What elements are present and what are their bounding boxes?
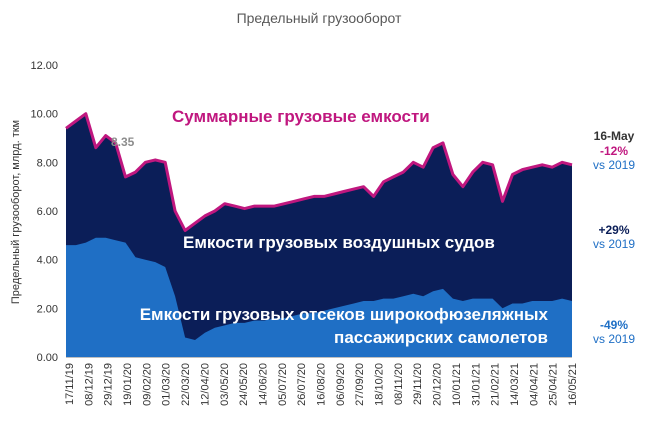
label-total: Суммарные грузовые емкости: [172, 107, 430, 126]
peak-annotation: 8.35: [111, 135, 135, 149]
x-tick-label: 31/01/21: [470, 363, 482, 406]
x-tick-label: 20/12/20: [432, 363, 444, 406]
x-tick-label: 05/07/20: [277, 363, 289, 406]
x-tick-label: 10/01/21: [451, 363, 463, 406]
y-tick-label: 0.00: [37, 352, 58, 364]
x-tick-label: 03/05/20: [219, 363, 231, 406]
x-tick-label: 29/11/20: [412, 363, 424, 405]
note-freighters-change: +29%: [598, 223, 629, 237]
note-belly-change: -49%: [600, 318, 628, 332]
x-tick-label: 14/03/21: [509, 363, 521, 406]
x-tick-label: 16/08/20: [316, 363, 328, 406]
x-tick-label: 16/05/21: [567, 363, 579, 406]
label-belly-line1: Емкости грузовых отсеков широкофюзеляжны…: [140, 305, 549, 324]
chart-title: Предельный грузооборот: [237, 10, 402, 26]
note-total-vs: vs 2019: [593, 158, 635, 172]
x-tick-label: 21/02/21: [490, 363, 502, 406]
x-tick-label: 25/04/21: [548, 363, 560, 406]
label-belly-line2: пассажирских самолетов: [334, 328, 548, 347]
y-tick-label: 6.00: [37, 206, 58, 218]
y-axis-label: Предельный грузооборот, млрд. ткм: [10, 120, 22, 304]
x-tick-label: 08/11/20: [393, 363, 405, 405]
y-tick-label: 12.00: [30, 60, 58, 72]
x-tick-label: 27/09/20: [354, 363, 366, 406]
right-notes: 16-May -12% vs 2019 +29% vs 2019 -49% vs…: [593, 129, 635, 346]
y-axis: 0.00 2.00 4.00 6.00 8.00 10.00 12.00: [30, 60, 58, 364]
x-tick-label: 18/10/20: [374, 363, 386, 406]
x-tick-label: 17/11/19: [64, 363, 76, 405]
x-tick-label: 08/12/19: [83, 363, 95, 406]
line-total: [65, 112, 573, 232]
x-tick-label: 01/03/20: [161, 363, 173, 406]
area-belly: [66, 237, 572, 357]
x-tick-label: 26/07/20: [296, 363, 308, 406]
note-total-change: -12%: [600, 144, 628, 158]
x-tick-label: 14/06/20: [258, 363, 270, 406]
y-tick-label: 2.00: [37, 303, 58, 315]
x-tick-label: 12/04/20: [199, 363, 211, 406]
x-tick-label: 06/09/20: [335, 363, 347, 406]
x-tick-label: 22/03/20: [180, 363, 192, 406]
y-tick-label: 8.00: [37, 157, 58, 169]
x-axis: 17/11/19 08/12/19 29/12/19 19/01/20 09/02/20…: [64, 357, 579, 406]
note-date: 16-May: [594, 129, 635, 143]
y-tick-label: 4.00: [37, 255, 58, 267]
plot-area: [65, 112, 573, 357]
note-belly-vs: vs 2019: [593, 332, 635, 346]
x-tick-label: 04/04/21: [528, 363, 540, 406]
x-tick-label: 19/01/20: [122, 363, 134, 406]
x-tick-label: 09/02/20: [141, 363, 153, 406]
note-freighters-vs: vs 2019: [593, 237, 635, 251]
label-freighters: Емкости грузовых воздушных судов: [183, 233, 495, 252]
y-tick-label: 10.00: [30, 109, 58, 121]
x-tick-label: 24/05/20: [238, 363, 250, 406]
x-tick-label: 29/12/19: [103, 363, 115, 406]
